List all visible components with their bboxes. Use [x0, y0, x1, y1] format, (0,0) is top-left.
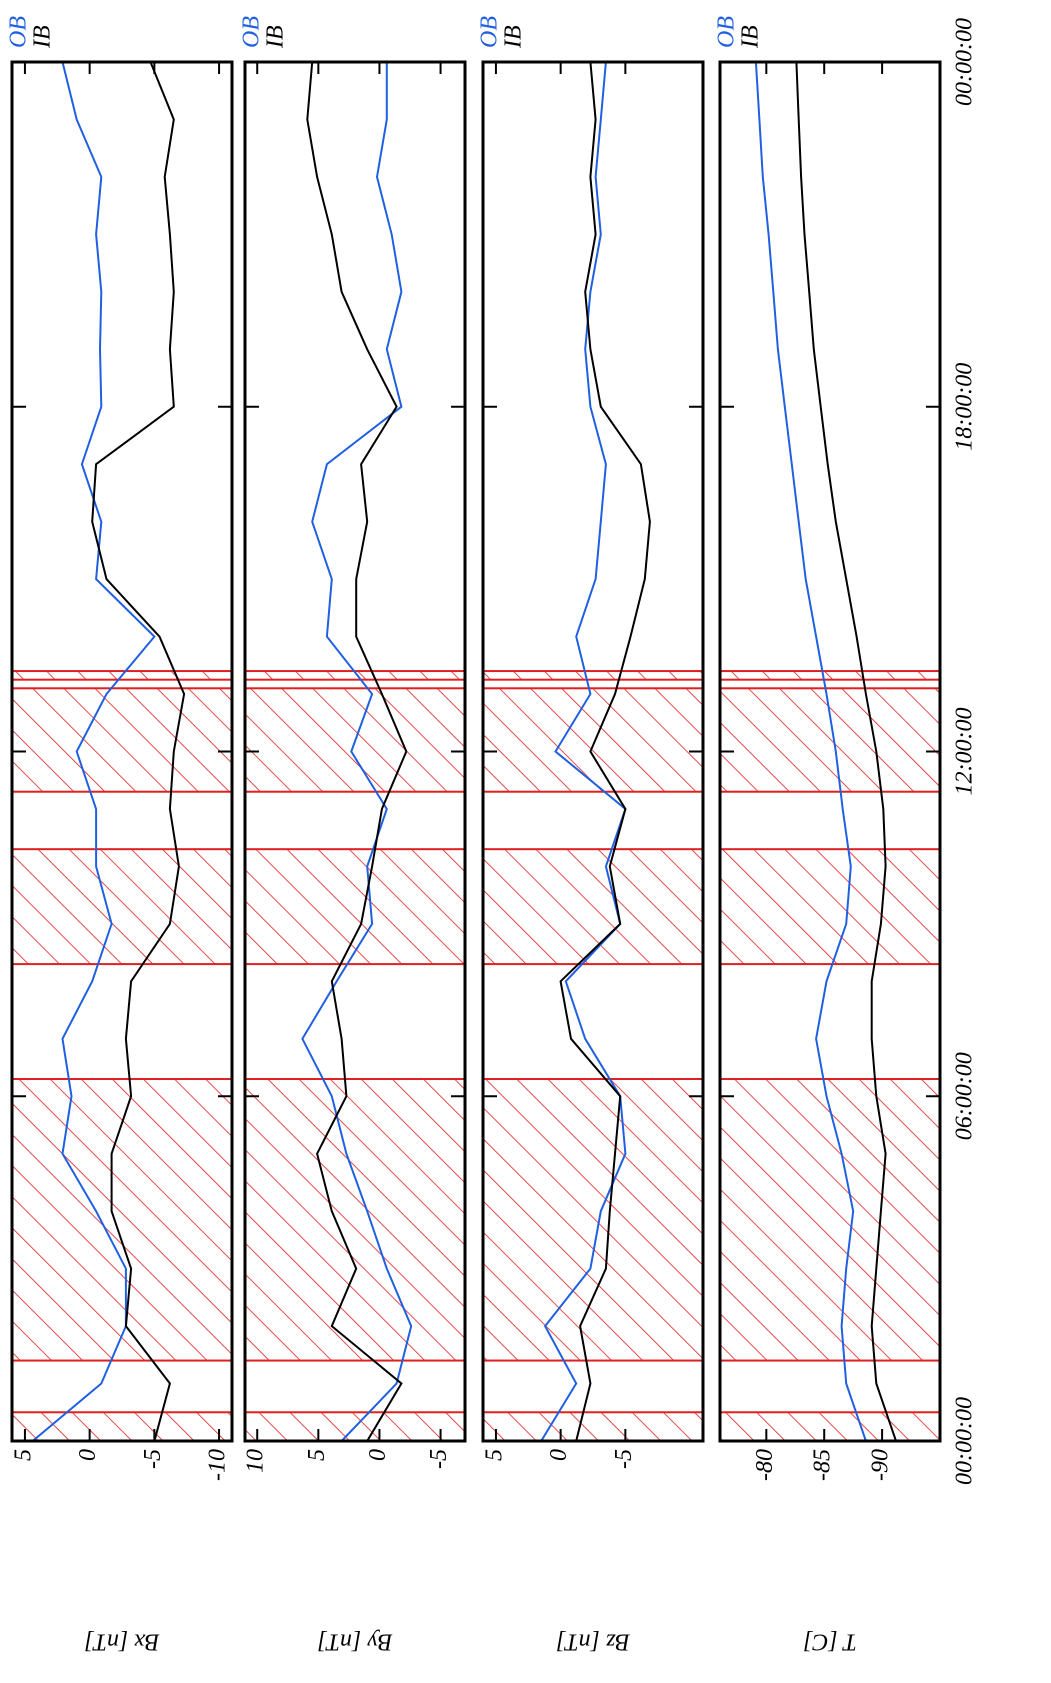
y-tick-label: -90: [868, 1449, 894, 1481]
y-axis-label: T [C]: [803, 1628, 857, 1654]
hatched-interval: [482, 670, 704, 681]
legend-label: IB: [263, 25, 289, 49]
series-line: [306, 62, 408, 1441]
y-tick-label: 5: [481, 1449, 507, 1461]
x-tick-label: 12:00:00: [952, 708, 978, 796]
y-tick-label: 0: [75, 1449, 101, 1461]
legend-label: OB: [714, 16, 740, 48]
hatched-interval: [482, 1411, 704, 1442]
hatched-interval: [11, 687, 233, 793]
y-tick-label: 5: [10, 1449, 36, 1461]
series-line: [91, 62, 186, 1441]
hatched-interval: [11, 848, 233, 966]
hatched-interval: [11, 1411, 233, 1442]
y-tick-label: -80: [752, 1449, 778, 1481]
series-line: [754, 62, 867, 1441]
hatched-interval: [482, 687, 704, 793]
hatched-interval: [719, 1411, 941, 1442]
series-line: [301, 62, 413, 1441]
hatched-interval: [482, 848, 704, 966]
legend-label: IB: [30, 25, 56, 49]
y-tick-label: 0: [546, 1449, 572, 1461]
y-tick-label: -85: [810, 1449, 836, 1481]
hatched-interval: [482, 1078, 704, 1362]
y-axis-label: Bz [nT]: [556, 1628, 630, 1654]
series-line: [795, 62, 897, 1441]
y-tick-label: -5: [611, 1449, 637, 1469]
y-tick-label: -10: [205, 1449, 231, 1481]
hatched-interval: [719, 670, 941, 681]
legend-label: OB: [239, 16, 265, 48]
y-tick-label: 10: [243, 1449, 269, 1473]
y-axis-label: Bx [nT]: [84, 1628, 159, 1654]
hatched-interval: [719, 687, 941, 793]
x-tick-label: 06:00:00: [952, 1052, 978, 1140]
hatched-interval: [719, 848, 941, 966]
legend-label: OB: [477, 16, 503, 48]
hatched-interval: [719, 1078, 941, 1362]
hatched-interval: [244, 848, 466, 966]
y-axis-label: By [nT]: [317, 1628, 392, 1654]
series-line: [540, 62, 627, 1441]
series-line: [32, 62, 156, 1441]
series-line: [559, 62, 651, 1441]
legend-label: IB: [738, 25, 764, 49]
legend-label: OB: [6, 16, 32, 48]
x-tick-label: 00:00:00: [952, 1397, 978, 1485]
x-tick-label: 00:00:00: [952, 18, 978, 106]
x-tick-label: 18:00:00: [952, 363, 978, 451]
legend-label: IB: [501, 25, 527, 49]
y-tick-label: -5: [140, 1449, 166, 1469]
y-tick-label: 0: [365, 1449, 391, 1461]
y-tick-label: -5: [426, 1449, 452, 1469]
y-tick-label: 5: [304, 1449, 330, 1461]
hatched-interval: [244, 1078, 466, 1362]
